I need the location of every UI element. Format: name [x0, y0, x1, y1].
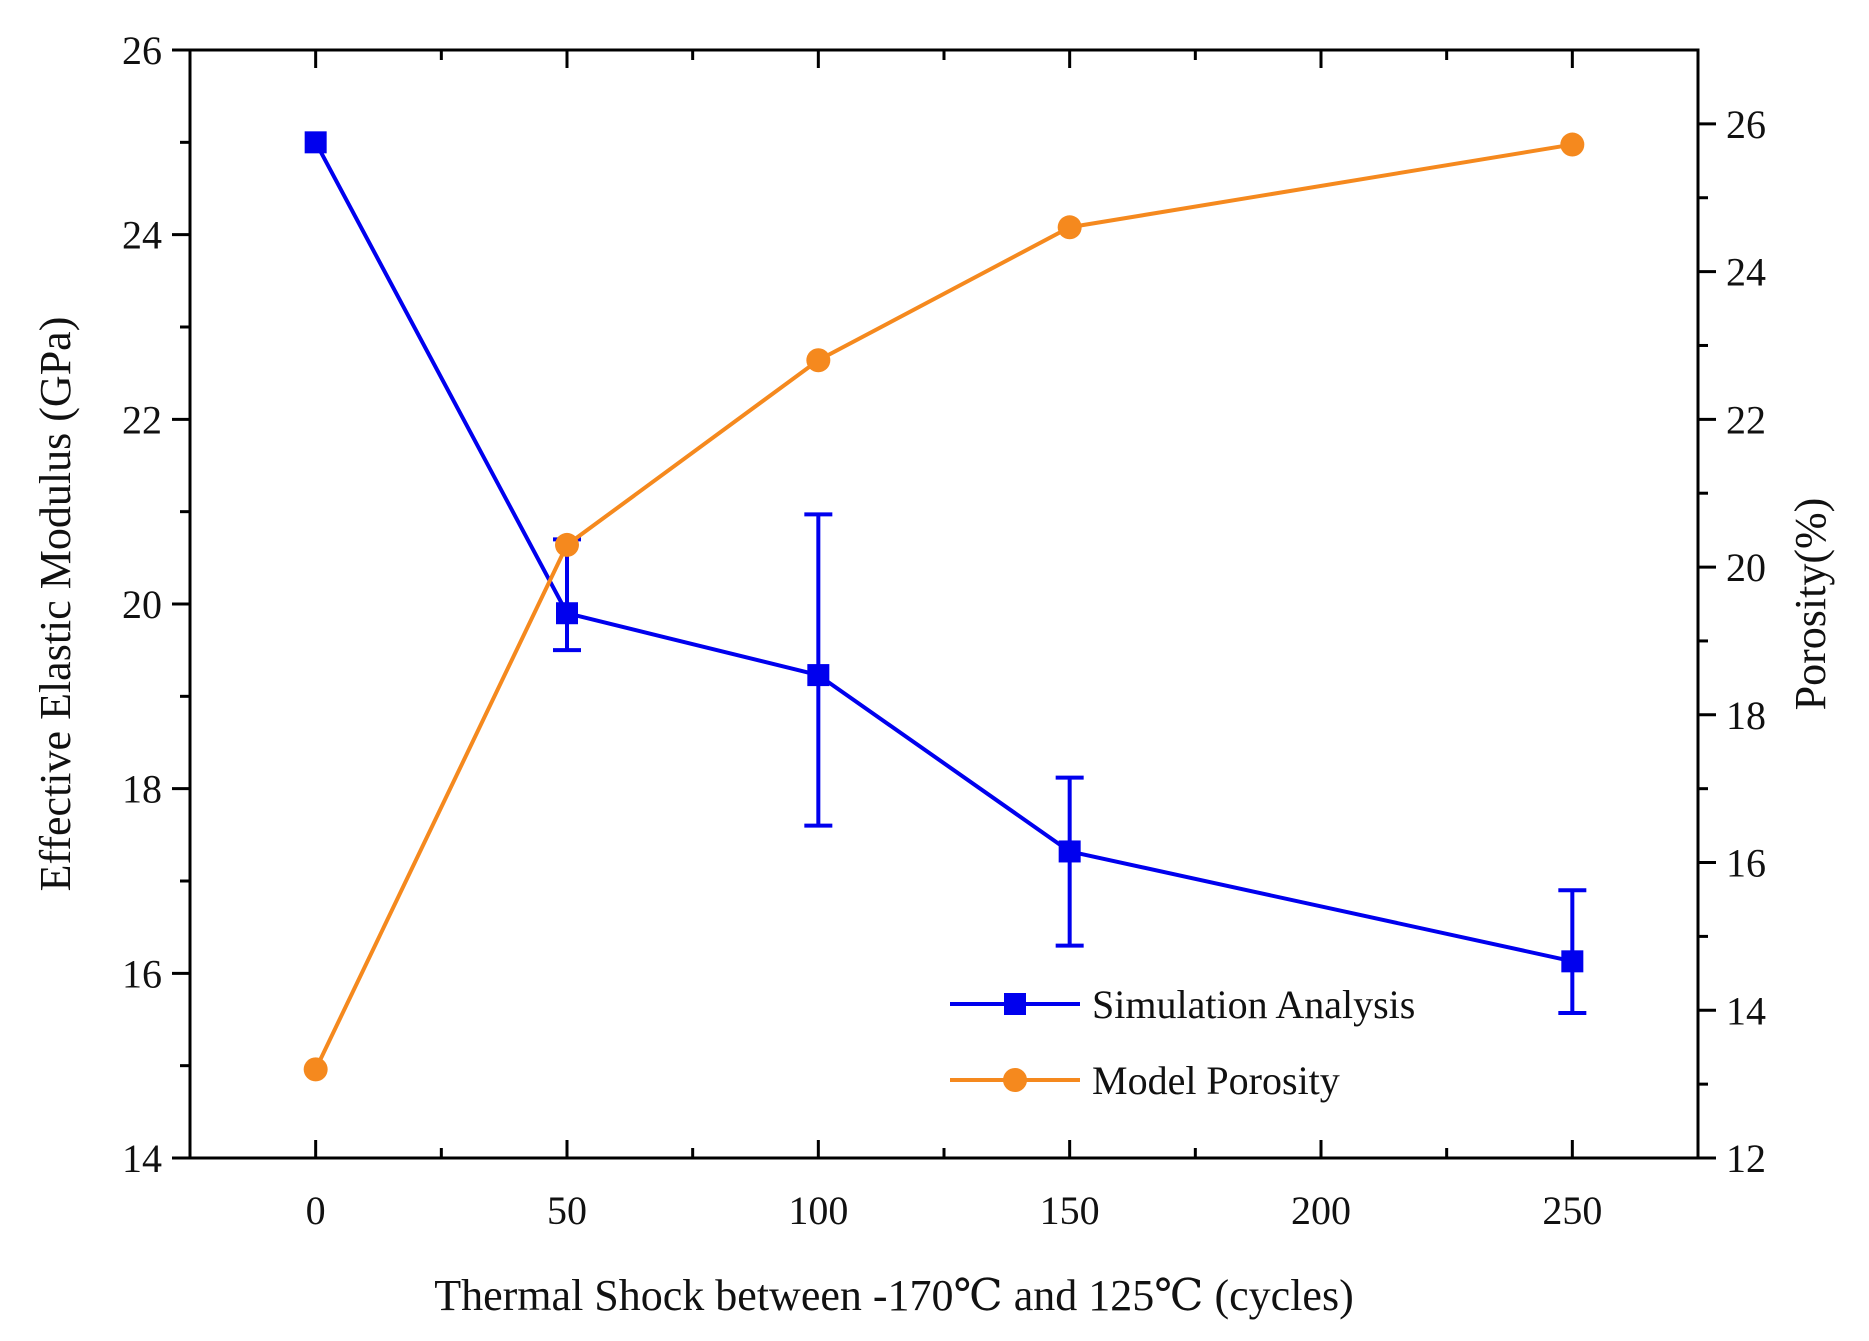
x-tick-label: 100	[788, 1188, 848, 1233]
series-model-porosity	[303, 132, 1585, 1082]
x-tick-label: 0	[306, 1188, 326, 1233]
y-tick-label: 16	[122, 951, 162, 996]
series-layer	[303, 131, 1587, 1082]
y2-tick-label: 26	[1726, 102, 1766, 147]
y-axis-ticks: 14 16 18 20 22 24 26	[122, 28, 190, 1181]
data-point	[556, 602, 578, 625]
y-tick-label: 22	[122, 397, 162, 442]
x-tick-label: 200	[1291, 1188, 1351, 1233]
data-point	[806, 348, 831, 373]
data-point	[1560, 132, 1585, 157]
data-point	[1057, 215, 1082, 240]
legend-label-model-porosity: Model Porosity	[1092, 1058, 1340, 1103]
data-point	[303, 1057, 328, 1082]
y2-tick-label: 20	[1726, 545, 1766, 590]
y2-axis-ticks: 12 14 16 18 20 22 24 26	[1698, 102, 1766, 1181]
x-tick-label: 50	[547, 1188, 587, 1233]
y2-tick-label: 22	[1726, 397, 1766, 442]
y-tick-label: 20	[122, 582, 162, 627]
x-axis-ticks: 0 50 100 150 200 250	[188, 50, 1700, 1233]
data-point	[1561, 950, 1584, 973]
y-tick-label: 14	[122, 1136, 162, 1181]
legend: Simulation Analysis Model Porosity	[950, 982, 1415, 1103]
data-point	[304, 131, 327, 154]
legend-marker-simulation-analysis	[1004, 993, 1026, 1015]
legend-label-simulation-analysis: Simulation Analysis	[1092, 982, 1415, 1027]
y2-axis-title: Porosity(%)	[1786, 498, 1835, 711]
y2-tick-label: 16	[1726, 841, 1766, 886]
x-axis-title: Thermal Shock between -170℃ and 125℃ (cy…	[434, 1271, 1354, 1320]
x-tick-label: 150	[1040, 1188, 1100, 1233]
y2-tick-label: 12	[1726, 1136, 1766, 1181]
axes: 0 50 100 150 200 250 14 16 18 20 22 24 26 12 14 16 18 2…	[122, 28, 1766, 1233]
y-axis-title: Effective Elastic Modulus (GPa)	[31, 317, 80, 892]
y2-tick-label: 24	[1726, 250, 1766, 295]
y2-tick-label: 14	[1726, 988, 1766, 1033]
y-tick-label: 24	[122, 213, 162, 258]
legend-marker-model-porosity	[1003, 1068, 1027, 1092]
y-tick-label: 26	[122, 28, 162, 73]
x-tick-label: 250	[1542, 1188, 1602, 1233]
data-point	[807, 664, 830, 687]
data-point	[1058, 840, 1081, 863]
y2-tick-label: 18	[1726, 693, 1766, 738]
data-point	[555, 532, 579, 557]
y-tick-label: 18	[122, 767, 162, 812]
